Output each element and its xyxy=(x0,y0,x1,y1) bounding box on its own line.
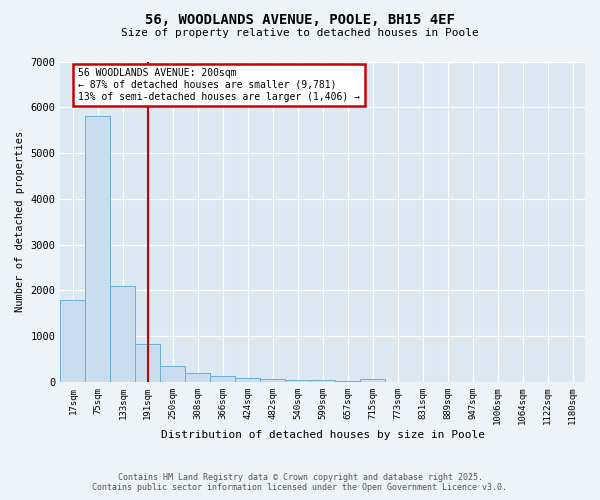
Bar xyxy=(335,380,360,382)
Bar xyxy=(160,366,185,382)
Bar xyxy=(360,380,385,382)
Bar xyxy=(260,379,285,382)
Bar xyxy=(61,300,85,382)
Bar xyxy=(210,376,235,382)
Y-axis label: Number of detached properties: Number of detached properties xyxy=(15,131,25,312)
Bar xyxy=(185,373,210,382)
Bar xyxy=(310,380,335,382)
Text: 56 WOODLANDS AVENUE: 200sqm
← 87% of detached houses are smaller (9,781)
13% of : 56 WOODLANDS AVENUE: 200sqm ← 87% of det… xyxy=(78,68,360,102)
Text: Size of property relative to detached houses in Poole: Size of property relative to detached ho… xyxy=(121,28,479,38)
Bar xyxy=(285,380,310,382)
Bar xyxy=(136,344,160,382)
Bar xyxy=(110,286,136,382)
Text: Contains HM Land Registry data © Crown copyright and database right 2025.
Contai: Contains HM Land Registry data © Crown c… xyxy=(92,473,508,492)
Bar xyxy=(235,378,260,382)
X-axis label: Distribution of detached houses by size in Poole: Distribution of detached houses by size … xyxy=(161,430,485,440)
Text: 56, WOODLANDS AVENUE, POOLE, BH15 4EF: 56, WOODLANDS AVENUE, POOLE, BH15 4EF xyxy=(145,12,455,26)
Bar xyxy=(85,116,110,382)
